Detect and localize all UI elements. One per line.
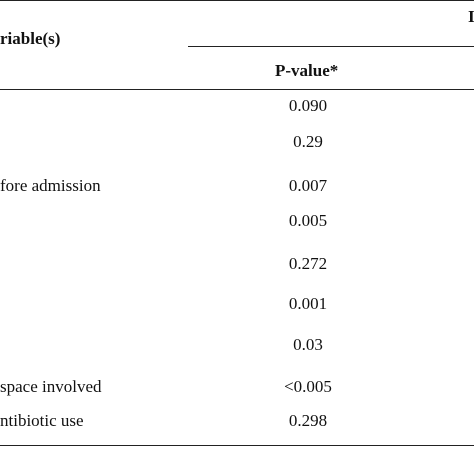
group-header-underline — [188, 46, 474, 47]
row-p-value: 0.298 — [288, 411, 328, 430]
header-bottom-rule — [0, 89, 474, 90]
table-top-rule — [0, 0, 474, 1]
group-column-header: I — [468, 7, 474, 26]
row-p-value: 0.29 — [293, 132, 323, 151]
pvalue-column-header: P-value* — [275, 61, 339, 80]
row-p-value: 0.005 — [288, 211, 328, 230]
row-variable-label: ntibiotic use — [0, 411, 84, 430]
row-p-value: 0.272 — [288, 254, 328, 273]
row-p-value: 0.001 — [288, 294, 328, 313]
row-p-value: <0.005 — [284, 377, 332, 396]
row-variable-label: space involved — [0, 377, 102, 396]
row-p-value: 0.007 — [288, 176, 328, 195]
table-bottom-rule — [0, 445, 474, 446]
row-variable-label: fore admission — [0, 176, 101, 195]
row-p-value: 0.03 — [293, 335, 323, 354]
row-p-value: 0.090 — [288, 96, 328, 115]
variable-column-header: riable(s) — [0, 29, 61, 48]
